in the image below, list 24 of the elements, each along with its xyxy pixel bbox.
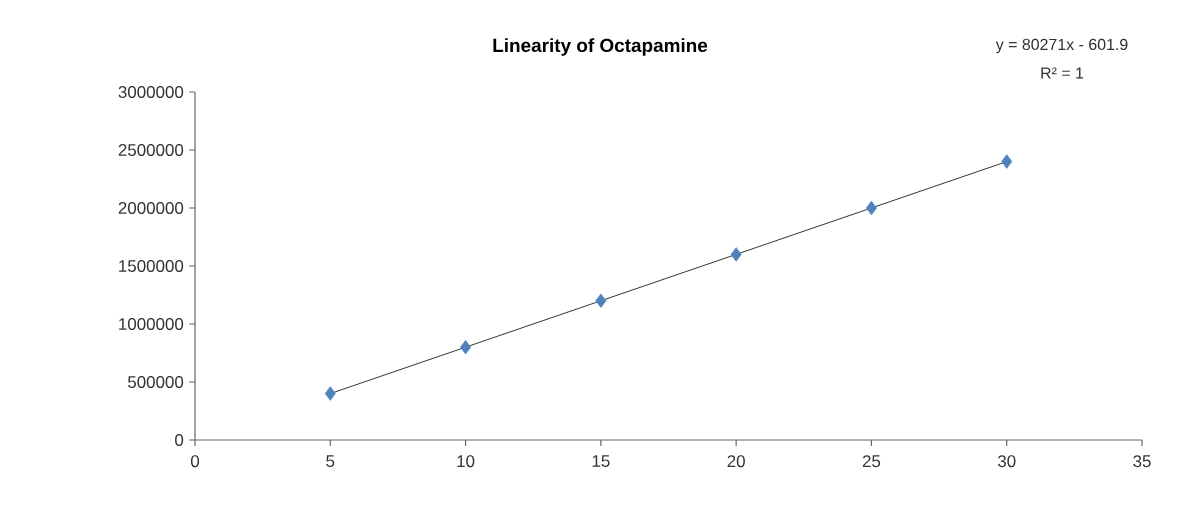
y-tick-label: 1000000 xyxy=(119,317,184,330)
chart-title: Linearity of Octapamine xyxy=(493,38,708,56)
x-tick-label: 5 xyxy=(326,455,335,467)
y-tick-label: 500000 xyxy=(127,375,184,388)
y-tick-label: 2500000 xyxy=(118,143,184,156)
x-tick-label: 30 xyxy=(997,455,1016,468)
point xyxy=(1001,154,1013,169)
point xyxy=(324,386,336,401)
y-tick-label: 3000000 xyxy=(118,85,184,98)
x-tick-label: 15 xyxy=(592,455,610,467)
text: R² = 1 xyxy=(1041,67,1084,79)
x-tick-label: 0 xyxy=(190,455,200,468)
point xyxy=(865,200,877,216)
point xyxy=(730,247,742,262)
y-tick-label: 1500000 xyxy=(119,259,184,272)
point xyxy=(460,339,472,355)
y-tick-label: 2000000 xyxy=(118,201,184,214)
text: y = 80271x - 601.9 xyxy=(995,38,1128,54)
x-tick-label: 25 xyxy=(862,455,881,468)
x-tick-label: 10 xyxy=(457,455,475,468)
y-tick-label: 0 xyxy=(175,433,184,446)
x-tick-label: 20 xyxy=(727,455,745,468)
x-tick-label: 35 xyxy=(1133,455,1151,468)
point xyxy=(595,293,607,308)
